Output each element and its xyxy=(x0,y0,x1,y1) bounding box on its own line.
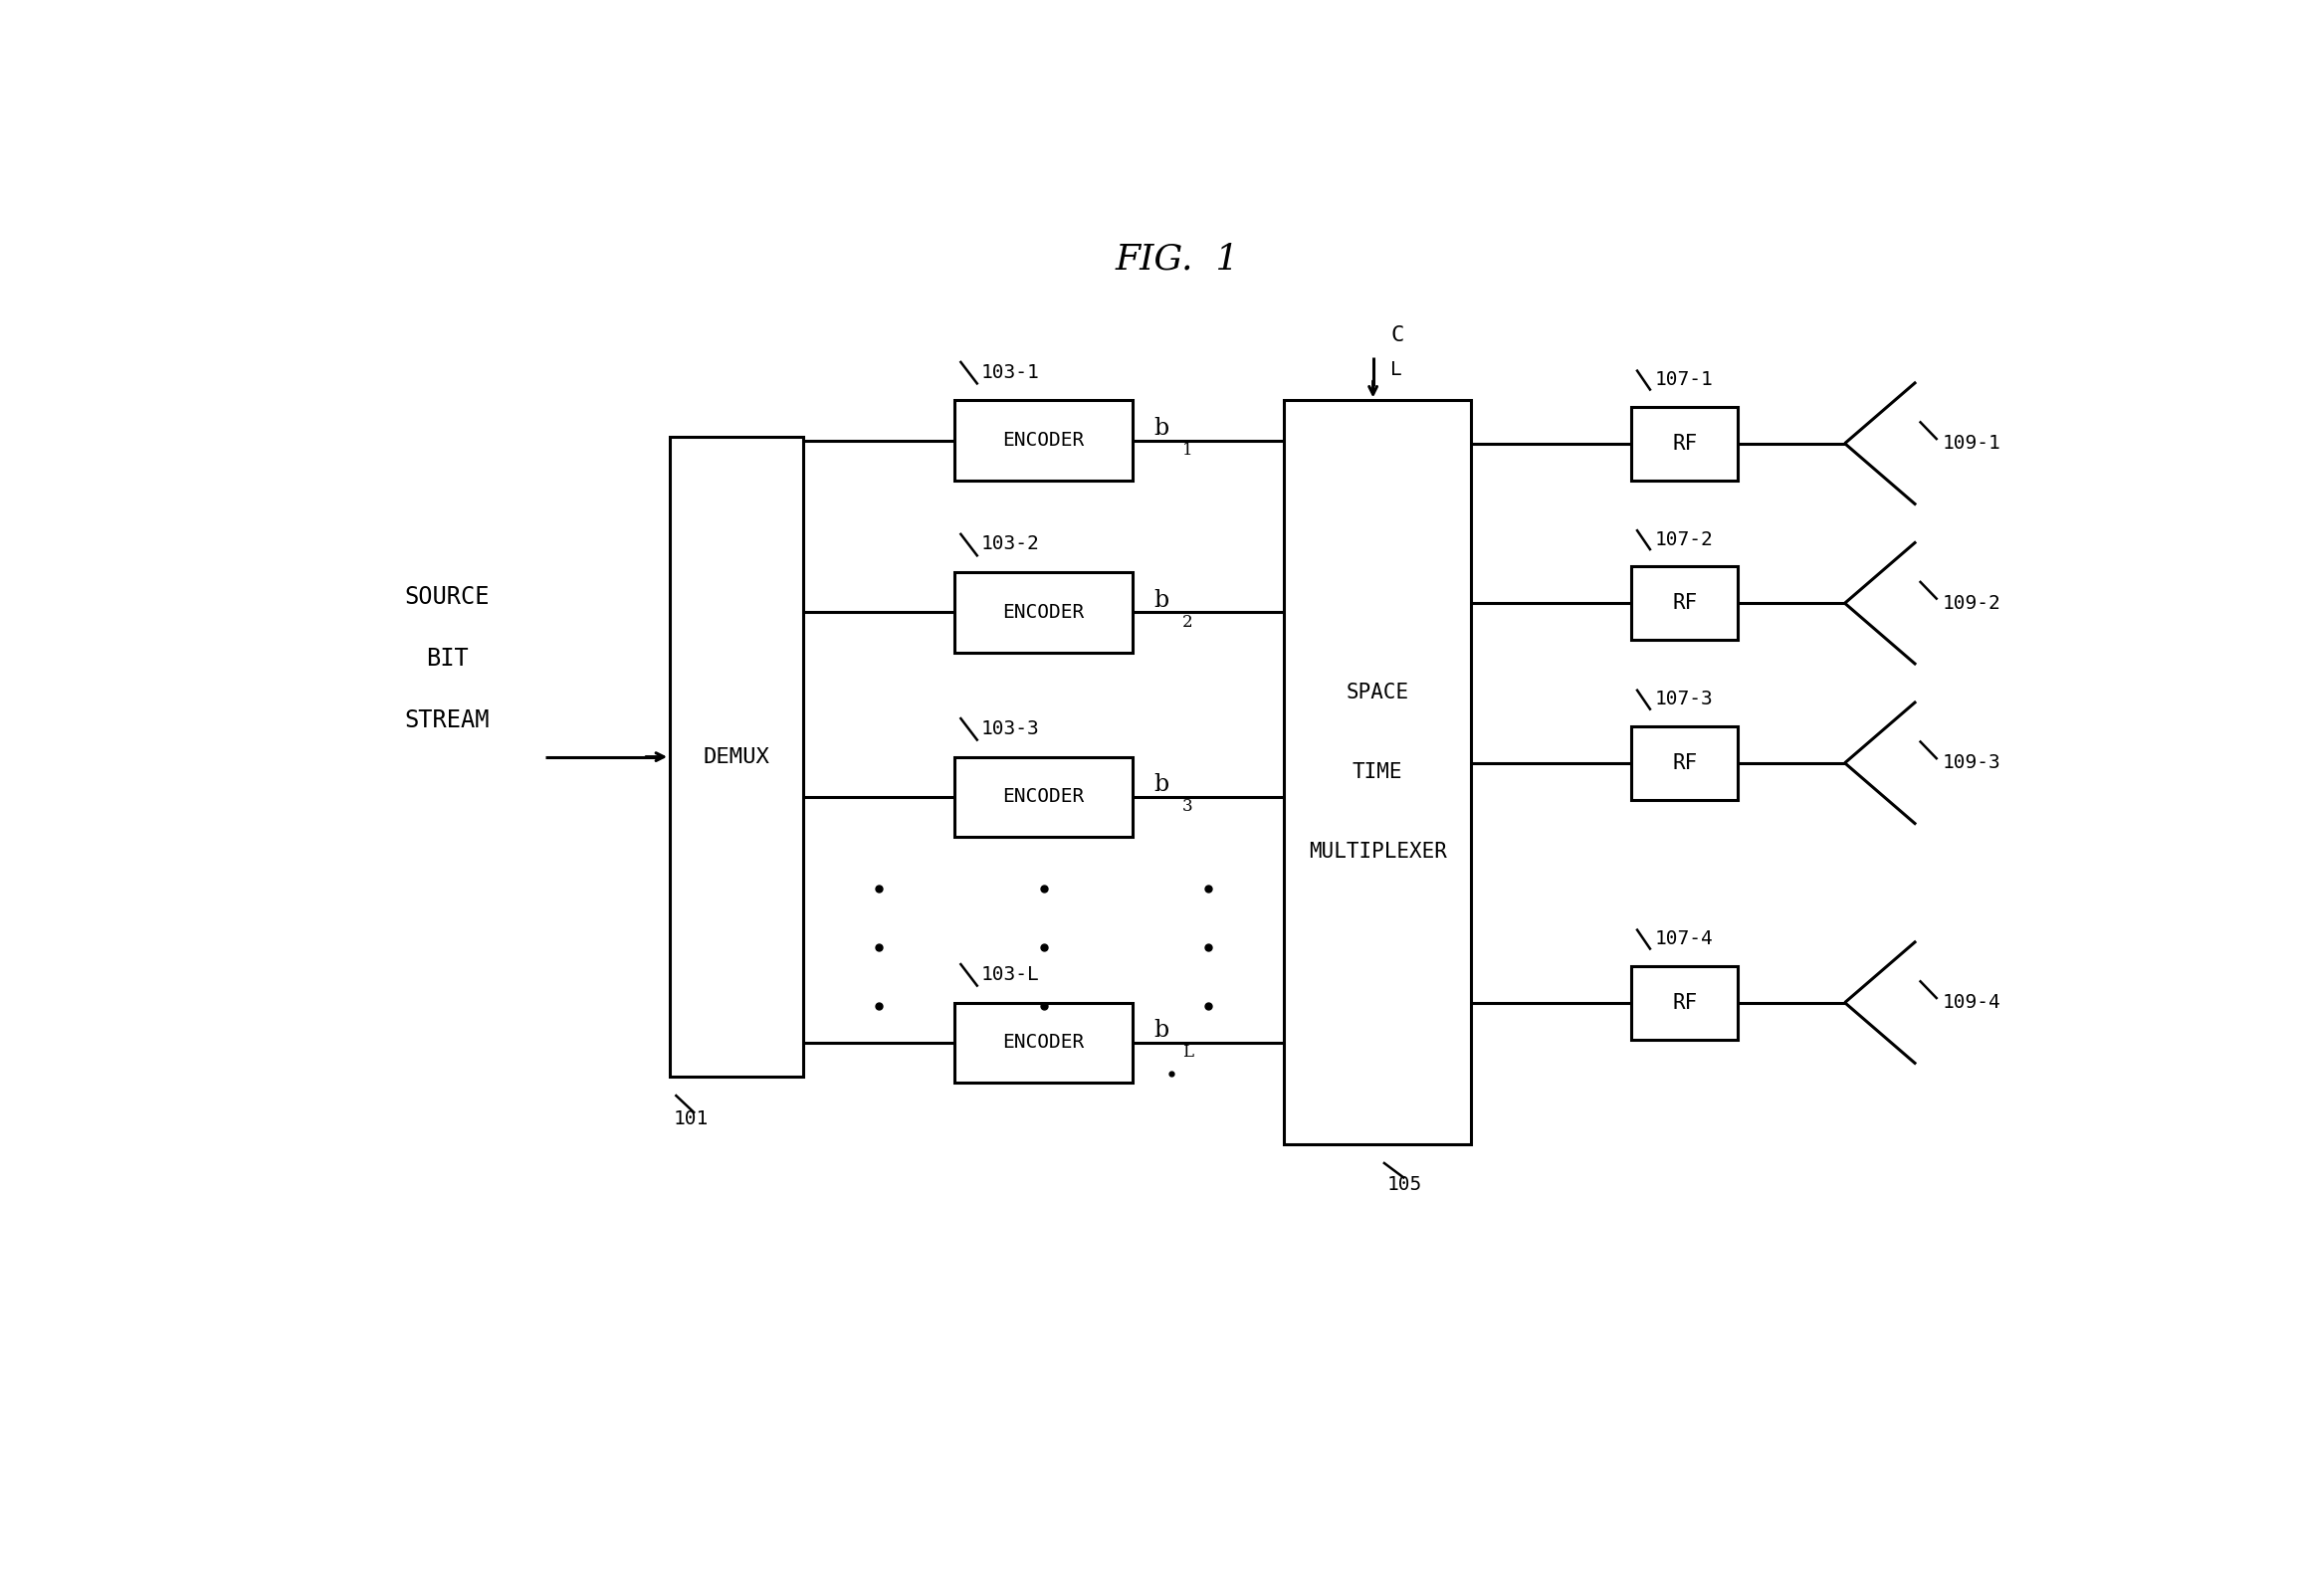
Text: 103-3: 103-3 xyxy=(981,720,1041,737)
Bar xyxy=(671,437,804,1076)
Text: STREAM: STREAM xyxy=(404,709,489,733)
Text: ENCODER: ENCODER xyxy=(1004,1033,1084,1052)
Text: BIT: BIT xyxy=(425,646,469,670)
Text: C: C xyxy=(1392,326,1403,345)
Text: L: L xyxy=(1183,1044,1194,1061)
Bar xyxy=(1631,567,1739,640)
Text: RF: RF xyxy=(1672,993,1697,1012)
Text: 107-2: 107-2 xyxy=(1654,530,1714,549)
Bar xyxy=(1631,407,1739,480)
Text: ENCODER: ENCODER xyxy=(1004,787,1084,806)
Text: FIG.  1: FIG. 1 xyxy=(1116,243,1238,276)
Text: 103-1: 103-1 xyxy=(981,362,1041,381)
Text: ENCODER: ENCODER xyxy=(1004,431,1084,450)
Text: 3: 3 xyxy=(1183,798,1192,816)
Bar xyxy=(956,573,1132,653)
Bar xyxy=(956,757,1132,836)
Text: RF: RF xyxy=(1672,753,1697,772)
Text: 105: 105 xyxy=(1387,1175,1422,1194)
Text: ENCODER: ENCODER xyxy=(1004,603,1084,622)
Text: MULTIPLEXER: MULTIPLEXER xyxy=(1309,843,1447,862)
Text: RF: RF xyxy=(1672,594,1697,613)
Text: 107-4: 107-4 xyxy=(1654,929,1714,948)
Bar xyxy=(1631,726,1739,800)
Text: 107-1: 107-1 xyxy=(1654,370,1714,389)
Text: 109-3: 109-3 xyxy=(1943,753,2001,772)
Text: 109-2: 109-2 xyxy=(1943,594,2001,613)
Text: 109-1: 109-1 xyxy=(1943,434,2001,453)
Text: b: b xyxy=(1153,1018,1169,1042)
Text: TIME: TIME xyxy=(1353,763,1403,782)
Text: 109-4: 109-4 xyxy=(1943,993,2001,1012)
Text: 2: 2 xyxy=(1183,614,1192,630)
Text: 101: 101 xyxy=(673,1109,707,1128)
Bar xyxy=(956,401,1132,480)
Text: b: b xyxy=(1153,772,1169,796)
Text: RF: RF xyxy=(1672,434,1697,453)
Bar xyxy=(1631,966,1739,1039)
Text: 103-2: 103-2 xyxy=(981,535,1041,554)
Text: DEMUX: DEMUX xyxy=(703,747,769,766)
Text: 107-3: 107-3 xyxy=(1654,689,1714,709)
Text: 103-L: 103-L xyxy=(981,966,1041,983)
Text: b: b xyxy=(1153,417,1169,439)
Bar xyxy=(956,1002,1132,1082)
Bar xyxy=(1284,401,1470,1144)
Text: b: b xyxy=(1153,589,1169,611)
Text: 1: 1 xyxy=(1183,442,1192,458)
Text: SPACE: SPACE xyxy=(1346,683,1408,702)
Text: SOURCE: SOURCE xyxy=(404,586,489,610)
Text: L: L xyxy=(1392,361,1403,380)
